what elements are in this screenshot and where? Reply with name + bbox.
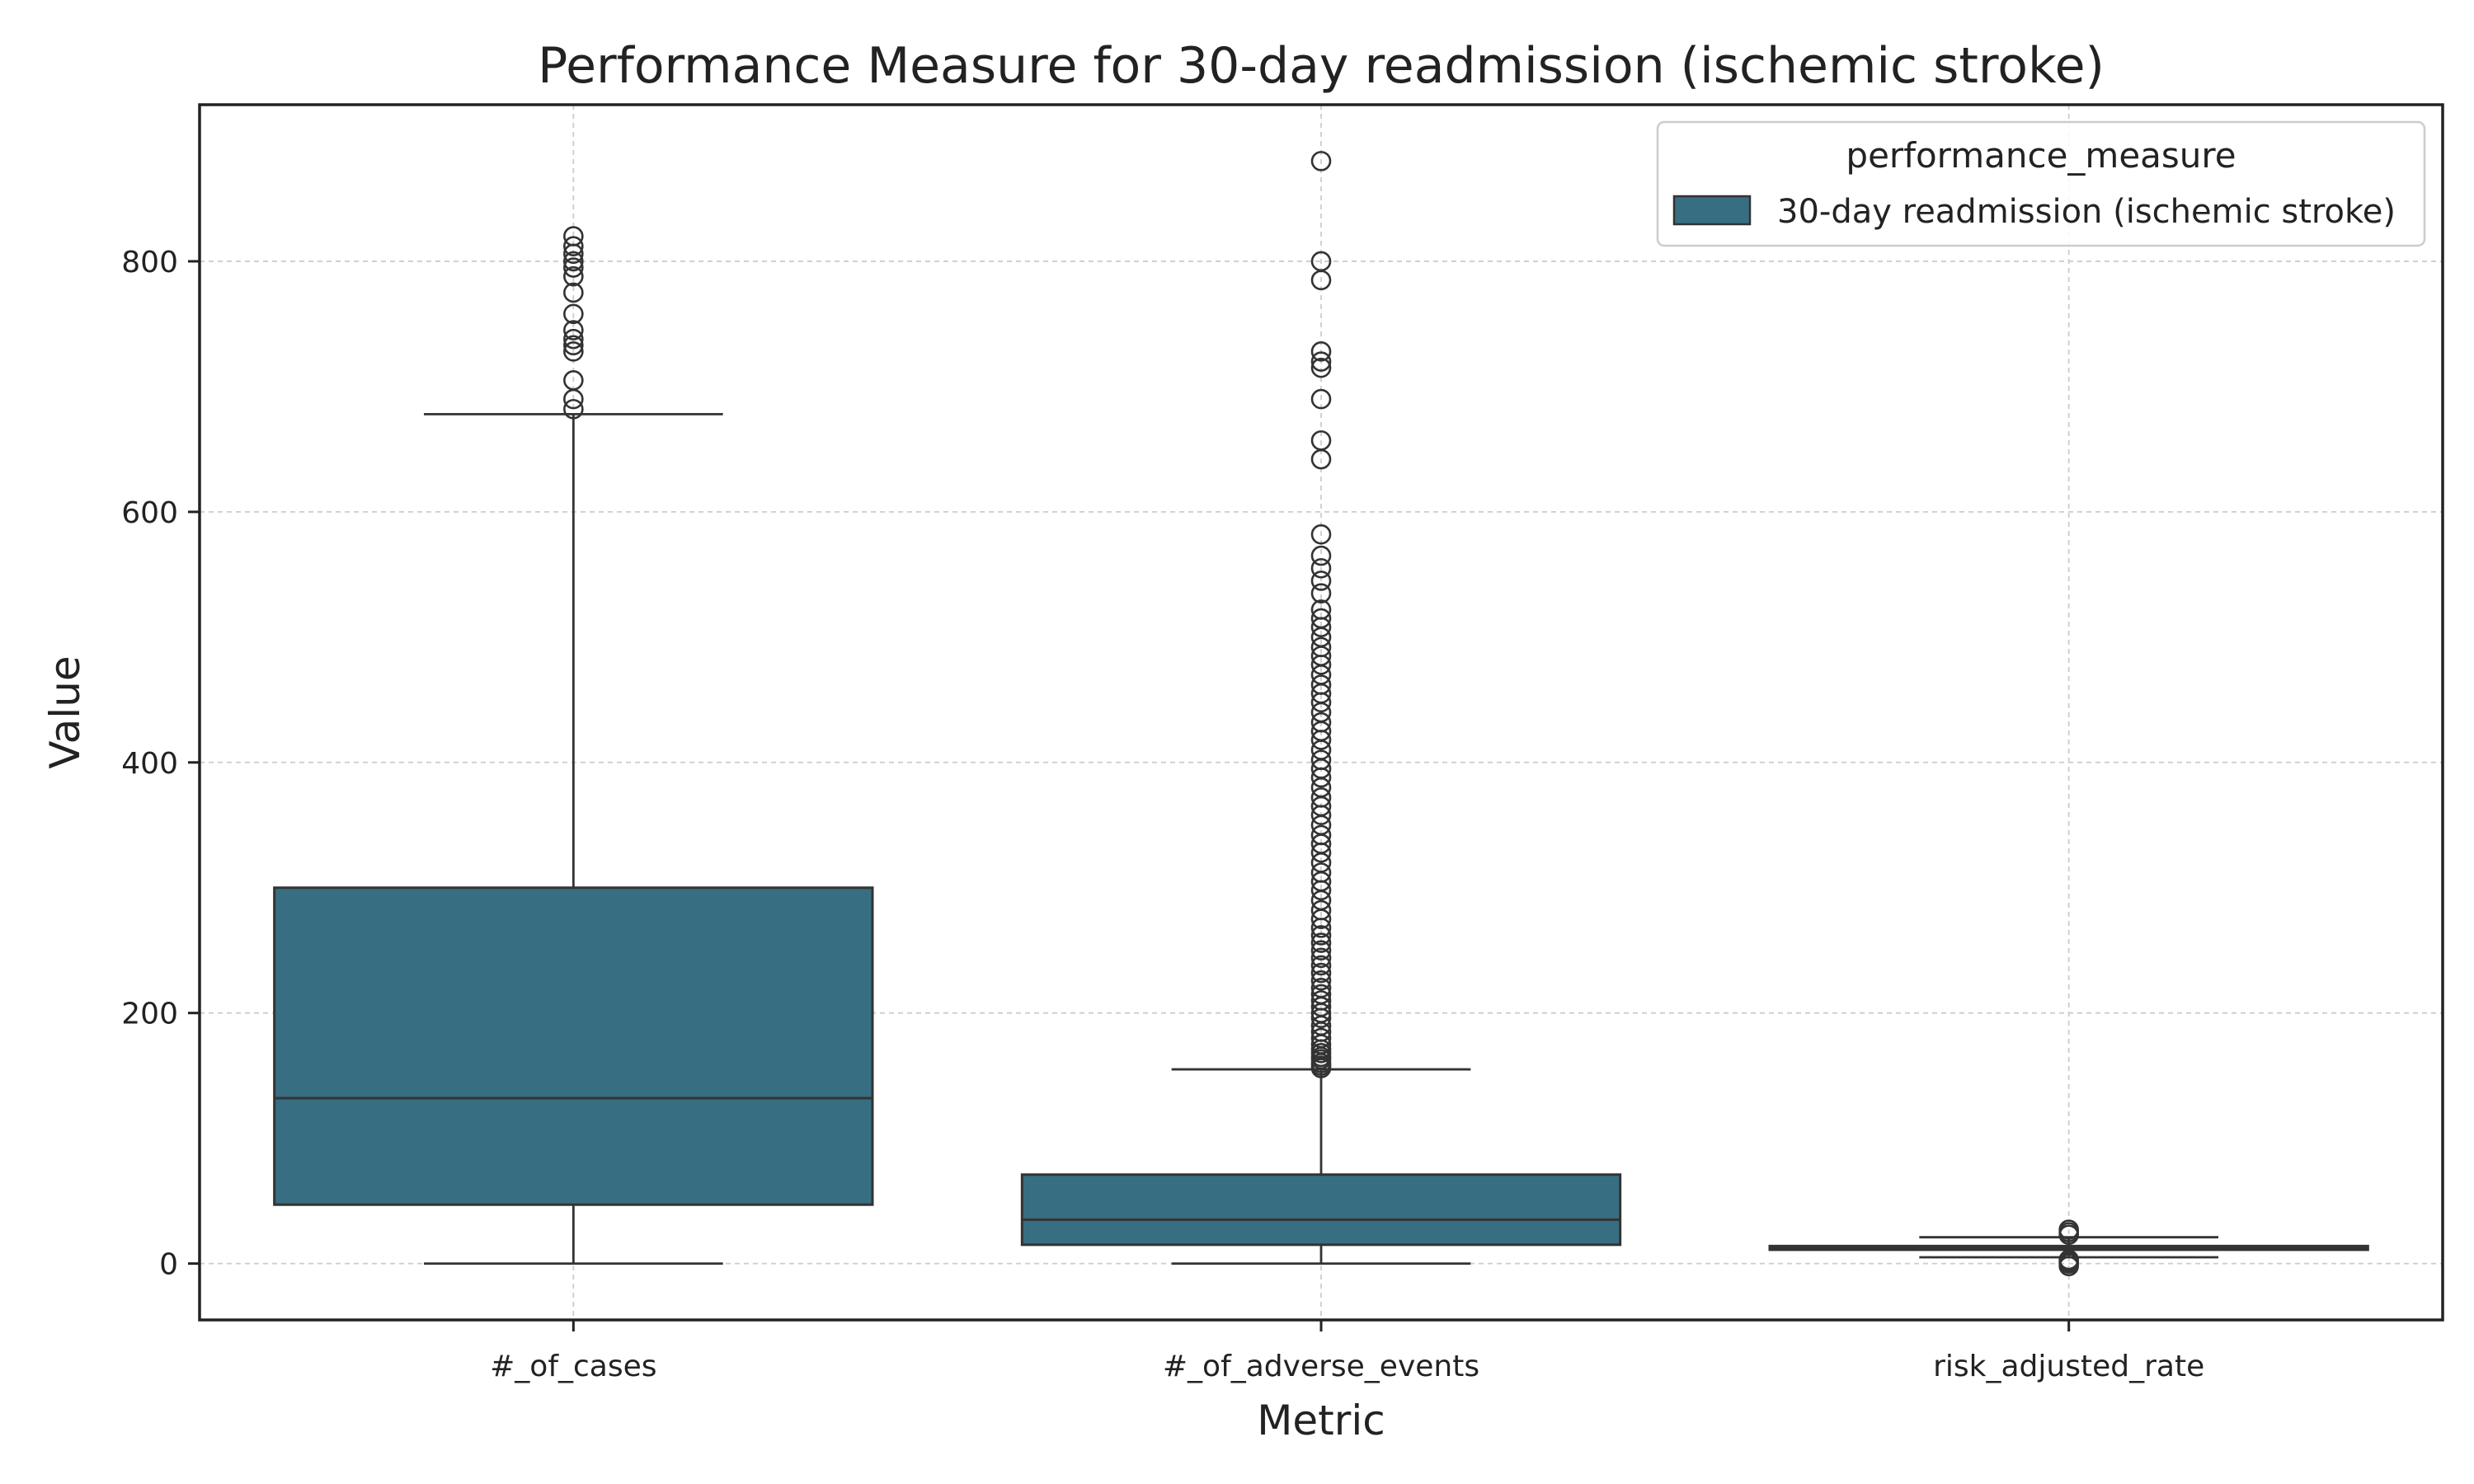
outlier-point — [1310, 571, 1332, 591]
box-layer — [273, 412, 2369, 1266]
outlier-point — [563, 335, 584, 356]
outlier-point — [1310, 990, 1332, 1011]
outlier-point — [1310, 824, 1332, 846]
outlier-point — [563, 226, 584, 247]
outlier-point — [1310, 899, 1332, 921]
outlier-point — [563, 236, 584, 257]
outlier-point — [563, 265, 584, 287]
outlier-point — [563, 257, 584, 278]
legend-title: performance_measure — [1846, 135, 2236, 176]
x-tick-label: risk_adjusted_rate — [1933, 1350, 2204, 1383]
x-axis-label: Metric — [1257, 1397, 1385, 1444]
legend-frame — [1656, 120, 2426, 247]
outlier-point — [1310, 925, 1332, 946]
outlier-point — [563, 303, 584, 325]
tick-layer: 0 200 400 600 800 #_of_cases #_of_adverse_even… — [121, 246, 2204, 1383]
y-tick-label: 0 — [159, 1248, 178, 1282]
legend-swatch — [1672, 195, 1752, 226]
outlier-point — [1310, 984, 1332, 1005]
outlier-point — [563, 398, 584, 420]
x-tick-label: #_of_adverse_events — [1163, 1350, 1479, 1383]
outlier-point — [1310, 351, 1332, 372]
chart-title: Performance Measure for 30-day readmissi… — [538, 37, 2105, 95]
outlier-point — [1310, 583, 1332, 603]
outlier-point — [1310, 862, 1332, 883]
outlier-point — [1310, 932, 1332, 953]
outlier-point — [1310, 947, 1332, 969]
outlier-point — [1310, 357, 1332, 378]
outlier-point — [1310, 940, 1332, 961]
y-tick-label: 800 — [121, 246, 178, 279]
outlier-point — [2058, 1249, 2079, 1270]
y-tick-label: 600 — [121, 496, 178, 530]
outlier-point — [1310, 151, 1332, 171]
outlier-point — [1310, 388, 1332, 410]
outlier-point — [563, 370, 584, 391]
outlier-point — [1310, 787, 1332, 808]
outlier-point — [1310, 608, 1332, 629]
outlier-point — [1310, 430, 1332, 451]
outlier-point — [1310, 599, 1332, 620]
outlier-point — [1310, 711, 1332, 733]
iqr-box — [273, 886, 874, 1206]
iqr-box — [1020, 1173, 1622, 1247]
outlier-point — [563, 251, 584, 272]
x-tick-label: #_of_cases — [490, 1350, 656, 1383]
legend-entry-label: 30-day readmission (ischemic stroke) — [1777, 193, 2396, 231]
outlier-point — [1310, 674, 1332, 695]
y-axis-label: Value — [41, 655, 89, 768]
outlier-point — [1310, 1027, 1332, 1049]
outlier-point — [563, 328, 584, 350]
y-tick-label: 400 — [121, 747, 178, 781]
outlier-point — [563, 320, 584, 340]
outlier-point — [2058, 1219, 2079, 1240]
y-tick-label: 200 — [121, 998, 178, 1031]
outlier-point — [1310, 545, 1332, 566]
outlier-point — [1310, 970, 1332, 991]
outlier-point — [1310, 955, 1332, 976]
legend: performance_measure 30-day readmission (… — [1656, 120, 2426, 247]
outlier-point — [563, 341, 584, 362]
outlier-point — [1310, 251, 1332, 272]
outlier-point — [563, 282, 584, 303]
outlier-point — [1310, 341, 1332, 362]
outlier-point — [1310, 636, 1332, 658]
outlier-point — [1310, 978, 1332, 998]
outlier-point — [1310, 962, 1332, 984]
outlier-point — [1310, 557, 1332, 579]
outlier-point — [1310, 749, 1332, 771]
outlier-layer — [563, 151, 2079, 1276]
outlier-point — [1310, 524, 1332, 545]
